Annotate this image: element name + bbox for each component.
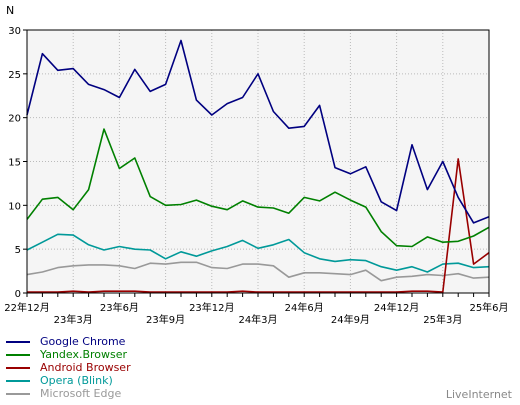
legend-swatch (6, 340, 30, 343)
legend-swatch (6, 379, 30, 382)
x-tick-label: 23年12月 (189, 301, 234, 314)
legend-label: Google Chrome (40, 335, 126, 348)
legend-swatch (6, 353, 30, 356)
legend-item: Microsoft Edge (6, 387, 131, 400)
y-tick-label: 10 (8, 201, 21, 212)
x-tick-label: 24年6月 (285, 301, 324, 314)
series-line-android-browser (27, 158, 490, 293)
legend-item: Yandex.Browser (6, 348, 131, 361)
x-tick-label: 24年12月 (374, 301, 419, 314)
y-tick-label: 25 (8, 70, 21, 81)
y-tick-label: 20 (8, 114, 21, 125)
legend-swatch (6, 366, 30, 369)
x-tick-label: 25年3月 (423, 313, 462, 326)
y-tick-label: 15 (8, 158, 21, 169)
legend-label: Opera (Blink) (40, 374, 113, 387)
legend-swatch (6, 392, 30, 395)
y-tick-label: 30 (8, 26, 21, 37)
x-tick-label: 24年9月 (331, 313, 370, 326)
y-axis: 0 5 10 15 20 25 30 (8, 26, 27, 300)
x-tick-label: 22年12月 (4, 301, 49, 314)
legend-item: Google Chrome (6, 335, 131, 348)
x-tick-label: 25年6月 (469, 301, 508, 314)
series-line-google-chrome (26, 39, 490, 224)
y-axis-unit-label: N (6, 4, 14, 17)
legend-label: Android Browser (40, 361, 131, 374)
legend-label: Yandex.Browser (40, 348, 128, 361)
x-tick-label: 23年6月 (100, 301, 139, 314)
series-line-yandex-browser (26, 128, 490, 248)
x-tick-label: 23年9月 (146, 313, 185, 326)
legend-item: Android Browser (6, 361, 131, 374)
y-tick-label: 0 (15, 289, 21, 300)
legend-item: Opera (Blink) (6, 374, 131, 387)
x-axis: 22年12月 23年3月 23年6月 23年9月 23年12月 24年3月 24年6月 24年… (4, 293, 509, 326)
y-tick-label: 5 (15, 245, 21, 256)
x-tick-label: 23年3月 (54, 313, 93, 326)
series-line-opera-blink (26, 233, 490, 273)
series-line-microsoft-edge (26, 261, 490, 282)
legend-label: Microsoft Edge (40, 387, 122, 400)
x-tick-label: 24年3月 (238, 313, 277, 326)
legend: Google Chrome Yandex.Browser Android Brows… (6, 335, 131, 400)
series-lines (26, 39, 490, 293)
source-label: LiveInternet (445, 388, 512, 401)
